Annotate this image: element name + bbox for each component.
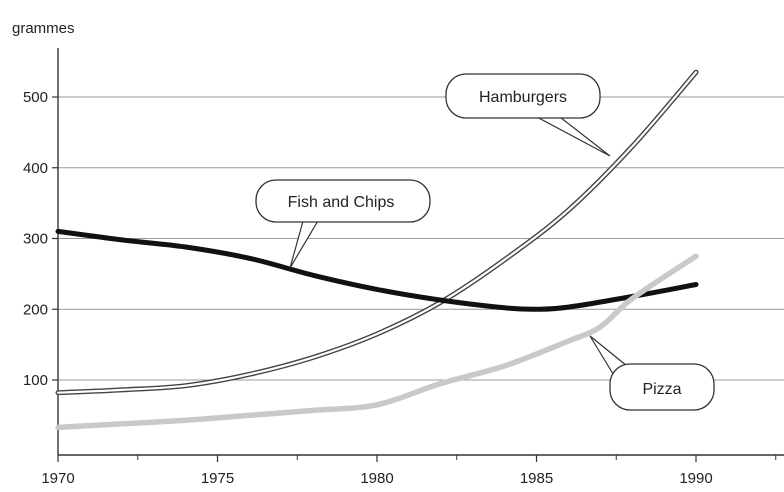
callout-box-pizza [609, 363, 715, 411]
series-line-fish-and-chips [55, 228, 699, 312]
legend-label-fish-and-chips: Fish and Chips [288, 194, 395, 211]
legend-label-pizza: Pizza [642, 381, 681, 398]
series-line-pizza [55, 253, 699, 431]
y-tick-label: 100 [23, 372, 48, 389]
callout-box-fish-and-chips [255, 179, 431, 223]
callout-fish-and-chips: Fish and Chips [255, 179, 431, 269]
series-lines [55, 69, 699, 431]
legend-label-hamburgers: Hamburgers [479, 89, 567, 106]
x-tick-label: 1985 [520, 470, 553, 487]
x-tick-label: 1990 [679, 470, 712, 487]
callout-box-hamburgers [445, 73, 601, 119]
y-tick-label: 400 [23, 160, 48, 177]
y-tick-label: 200 [23, 301, 48, 318]
callout-pizza: Pizza [589, 335, 715, 411]
x-axis-ticks: 1970 1975 1980 1985 1990 [41, 455, 777, 487]
callout-hamburgers: Hamburgers [445, 73, 611, 157]
series-line-hamburgers [56, 71, 698, 394]
y-tick-label: 500 [23, 89, 48, 106]
gridlines [58, 96, 784, 381]
y-axis-ticks: 100 200 300 400 500 [23, 89, 58, 389]
y-unit-label: grammes [12, 20, 75, 37]
x-tick-label: 1975 [201, 470, 234, 487]
y-tick-label: 300 [23, 231, 48, 248]
x-tick-label: 1970 [41, 470, 74, 487]
x-tick-label: 1980 [360, 470, 393, 487]
